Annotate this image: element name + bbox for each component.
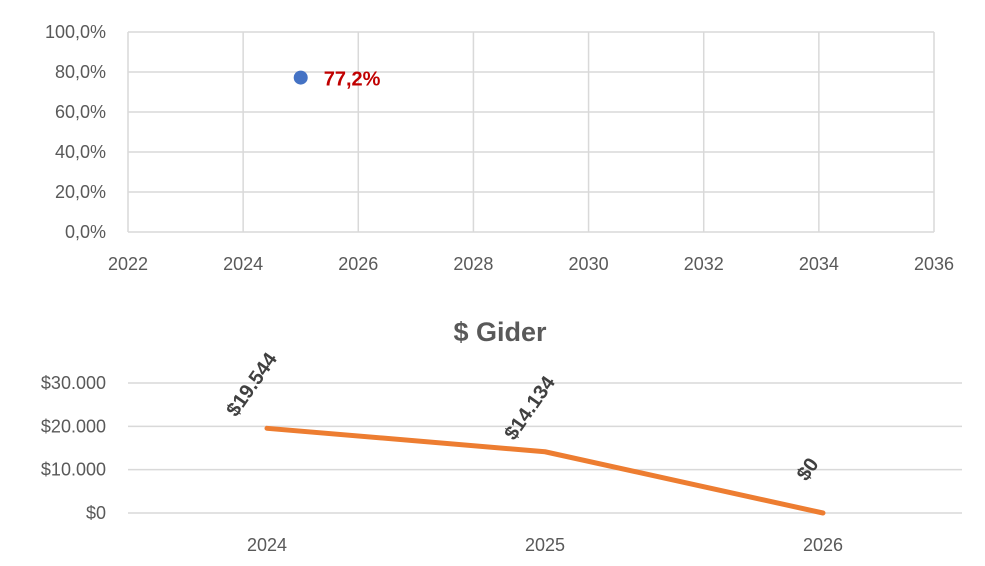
scatter-x-tick-label: 2036	[914, 254, 954, 274]
scatter-x-tick-label: 2032	[684, 254, 724, 274]
line-y-tick-label: $10.000	[41, 460, 106, 480]
scatter-horizontal-gridlines	[128, 31, 934, 233]
scatter-y-tick-label: 60,0%	[55, 102, 106, 122]
line-x-tick-label: 2025	[525, 535, 565, 555]
scatter-y-tick-labels: 0,0% 20,0% 40,0% 60,0% 80,0% 100,0%	[45, 22, 106, 242]
scatter-x-tick-label: 2030	[569, 254, 609, 274]
line-data-label: $19.544	[222, 348, 282, 421]
line-y-tick-label: $20.000	[41, 416, 106, 436]
scatter-x-tick-label: 2028	[453, 254, 493, 274]
scatter-point-label: 77,2%	[324, 69, 381, 91]
scatter-vertical-gridlines	[127, 32, 935, 232]
line-x-tick-label: 2026	[803, 535, 843, 555]
scatter-x-tick-labels: 2022 2024 2026 2028 2030 2032 2034 2036	[108, 254, 954, 274]
line-data-labels: $19.544 $14.134$0	[222, 348, 823, 485]
scatter-data-labels: 77,2%	[324, 69, 381, 91]
line-y-tick-labels: $0 $10.000 $20.000 $30.000	[41, 373, 106, 523]
line-chart: $ Gider $0 $10.000 $20.000 $30.000 2024 2025…	[41, 317, 962, 555]
scatter-y-tick-label: 80,0%	[55, 62, 106, 82]
line-series	[264, 425, 826, 516]
scatter-x-tick-label: 2026	[338, 254, 378, 274]
scatter-y-tick-label: 100,0%	[45, 22, 106, 42]
scatter-y-tick-label: 0,0%	[65, 222, 106, 242]
line-x-tick-label: 2024	[247, 535, 287, 555]
scatter-y-tick-label: 20,0%	[55, 182, 106, 202]
line-y-tick-label: $0	[86, 503, 106, 523]
scatter-x-tick-label: 2022	[108, 254, 148, 274]
scatter-x-tick-label: 2024	[223, 254, 263, 274]
scatter-points	[293, 70, 308, 85]
line-data-label: $0	[793, 454, 824, 485]
scatter-x-tick-label: 2034	[799, 254, 839, 274]
scatter-y-tick-label: 40,0%	[55, 142, 106, 162]
line-y-tick-label: $30.000	[41, 373, 106, 393]
scatter-point	[293, 70, 308, 85]
line-series-path	[264, 425, 826, 516]
scatter-chart: 0,0%20,0%40,0%60,0%80,0%100,0% 2022 2024 2…	[45, 22, 954, 274]
line-x-tick-labels: 2024 2025 2026	[247, 535, 843, 555]
line-chart-title: $ Gider	[453, 317, 547, 347]
